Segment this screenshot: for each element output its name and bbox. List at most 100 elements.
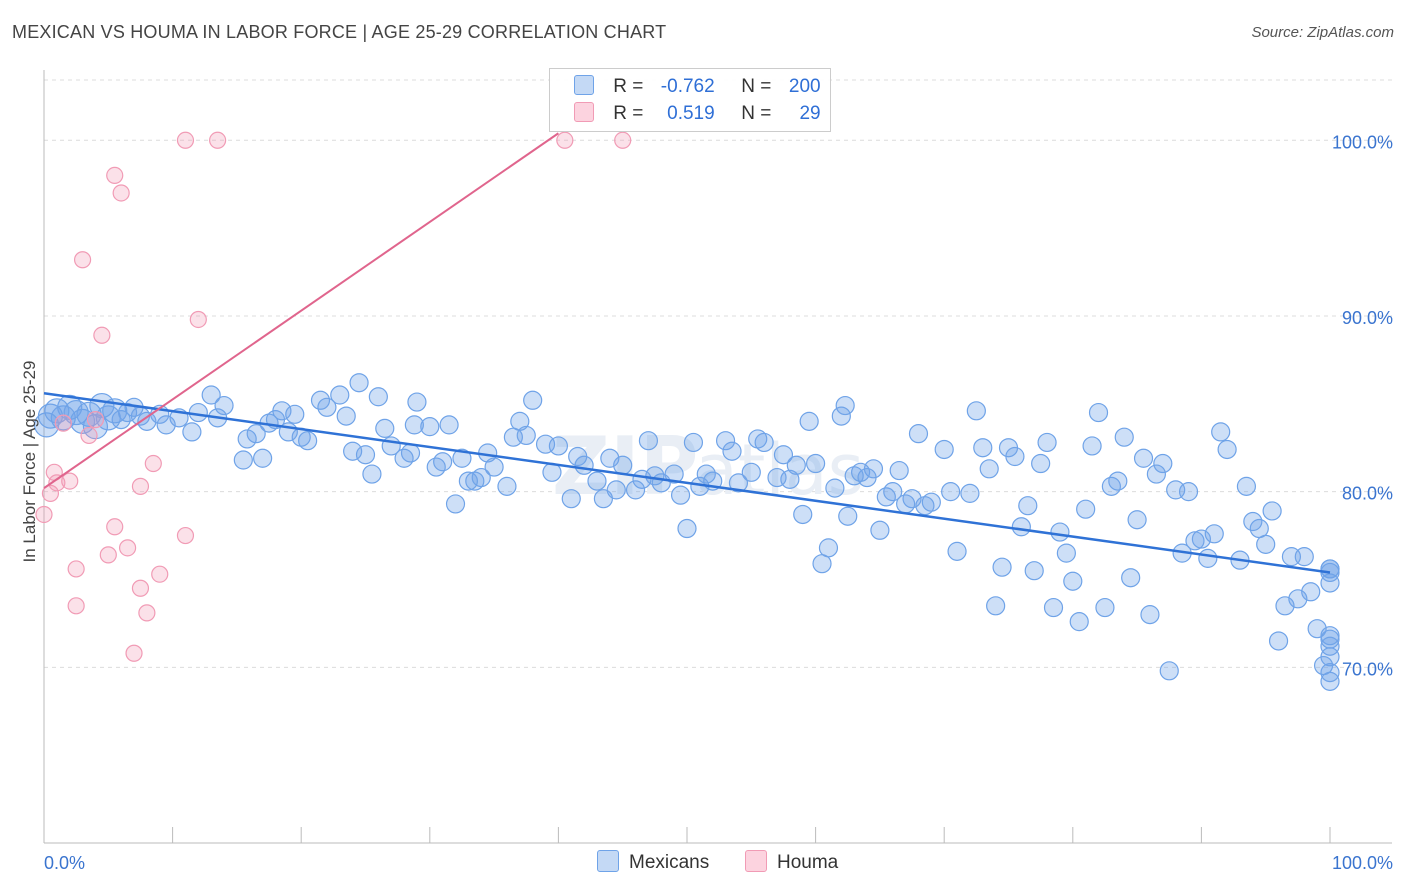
source-label: Source: ZipAtlas.com	[1251, 24, 1394, 41]
houma-point	[138, 604, 156, 622]
mexicans-point	[1211, 422, 1231, 442]
mexicans-point	[805, 453, 826, 474]
houma-point	[556, 131, 574, 149]
mexicans-point	[1063, 571, 1083, 591]
mexicans-point	[1320, 573, 1340, 593]
mexicans-point	[1088, 402, 1109, 423]
mexicans-point	[1294, 547, 1314, 567]
tick-labels: 70.0% 80.0% 90.0% 100.0% 0.0% 100.0% In Labor …	[20, 132, 1393, 873]
houma-point	[67, 560, 85, 578]
houma-point	[41, 484, 60, 502]
legend-row-mexicans: R = -0.762 N = 200	[574, 75, 821, 101]
mexicans-point	[1121, 568, 1141, 588]
houma-point	[61, 472, 79, 490]
mexicans-point	[670, 485, 691, 505]
mexicans-point	[1037, 432, 1057, 453]
mexicans-point	[548, 436, 569, 456]
houma-legend-label: Houma	[777, 852, 839, 873]
mexicans-point	[1127, 510, 1147, 530]
mexicans-point	[1198, 548, 1218, 568]
mexicans-point	[1153, 453, 1173, 474]
mexicans-point	[201, 385, 221, 405]
mexicans-point	[960, 483, 980, 503]
mexicans-point	[182, 422, 202, 442]
mexicans-point	[613, 455, 633, 475]
mexicans-point	[835, 395, 855, 416]
mexicans-point	[445, 494, 466, 514]
mexicans-point	[1114, 427, 1134, 447]
mexicans-point	[754, 432, 774, 453]
mexicans-point	[876, 487, 896, 507]
mexicans-point	[1140, 605, 1160, 625]
mexicans-point	[1082, 436, 1102, 456]
mexicans-point	[471, 467, 491, 488]
mexicans-point	[1005, 446, 1025, 467]
mexicans-point	[336, 406, 356, 426]
mexicans-point	[786, 455, 806, 475]
mexicans-point	[793, 504, 813, 525]
mexicans-point	[715, 431, 736, 451]
houma-points	[35, 131, 632, 662]
mexicans-point	[362, 464, 382, 484]
stats-legend: R = -0.762 N = 200 R = 0.519 N = 29	[549, 68, 831, 132]
houma-point	[189, 310, 207, 329]
mexicans-legend-label: Mexicans	[629, 852, 710, 873]
mexicans-point	[253, 448, 273, 468]
mexicans-point	[1146, 464, 1166, 484]
mexicans-point	[908, 424, 929, 444]
mexicans-points	[33, 373, 1340, 691]
mexicans-point	[1185, 531, 1205, 551]
mexicans-point	[780, 469, 800, 489]
mexicans-point	[400, 443, 421, 463]
mexicans-point	[1095, 597, 1115, 618]
mexicans-point	[317, 397, 337, 417]
y-tick-label: 80.0%	[1342, 484, 1393, 504]
houma-point	[131, 579, 150, 597]
houma-point	[35, 505, 53, 524]
houma-point	[67, 597, 85, 615]
mexicans-point	[973, 438, 993, 458]
mexicans-point	[330, 385, 350, 405]
mexicans-point	[298, 431, 318, 451]
mexicans-trend-line	[43, 392, 1331, 574]
mexicans-point	[587, 471, 607, 491]
gridlines	[44, 79, 1392, 668]
mexicans-point	[664, 464, 684, 484]
mexicans-point	[375, 418, 395, 438]
mexicans-point	[728, 473, 749, 493]
axes	[43, 70, 1392, 844]
mexicans-point	[1069, 612, 1089, 632]
mexicans-point	[404, 415, 424, 435]
mexicans-point	[741, 462, 761, 482]
mexicans-point	[1031, 453, 1051, 474]
houma-r-value: 0.519	[667, 103, 715, 124]
houma-point	[614, 131, 632, 149]
mexicans-point	[1056, 543, 1076, 563]
mexicans-point	[497, 476, 517, 496]
mexicans-point	[1301, 582, 1321, 602]
mexicans-point	[1320, 629, 1340, 649]
mexicans-point	[1191, 529, 1212, 549]
x-tick-label: 0.0%	[44, 853, 85, 873]
mexicans-point	[407, 392, 427, 412]
legend-row-houma: R = 0.519 N = 29	[574, 102, 821, 128]
mexicans-point	[574, 455, 594, 475]
mexicans-point	[237, 429, 257, 449]
mexicans-n-value: 200	[788, 76, 821, 97]
houma-point	[80, 426, 98, 445]
houma-point	[125, 644, 143, 662]
mexicans-point	[831, 406, 851, 426]
mexicans-swatch	[597, 850, 619, 872]
mexicans-point	[818, 538, 839, 558]
mexicans-point	[863, 459, 884, 479]
mexicans-point	[516, 425, 536, 446]
houma-swatch	[574, 102, 594, 122]
mexicans-point	[838, 506, 858, 526]
x-tick-label: 100.0%	[1332, 853, 1393, 873]
y-tick-label: 100.0%	[1332, 132, 1393, 152]
mexicans-point	[523, 390, 543, 410]
houma-point	[176, 131, 195, 149]
mexicans-point	[966, 401, 986, 421]
n-label: N =	[741, 76, 772, 97]
mexicans-point	[1011, 517, 1031, 537]
